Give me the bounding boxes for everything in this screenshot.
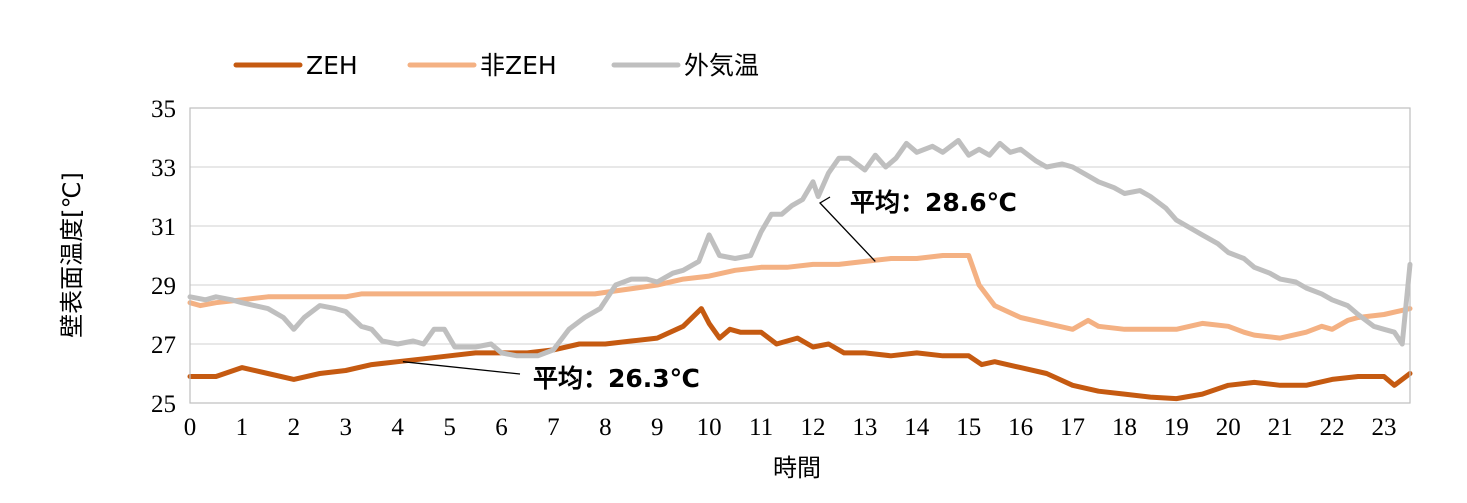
- legend: ZEH 非ZEH 外気温: [233, 51, 759, 80]
- x-tick-label: 14: [904, 414, 930, 441]
- annotation-label: 平均：26.3℃: [533, 364, 700, 393]
- y-tick-label: 27: [151, 332, 176, 359]
- y-tick-label: 35: [151, 96, 176, 123]
- x-tick-label: 13: [852, 414, 877, 441]
- annotations: 平均：26.3℃ 平均：28.6℃: [402, 188, 1017, 393]
- x-tick-label: 4: [391, 414, 404, 441]
- x-tick-label: 7: [547, 414, 560, 441]
- x-tick-label: 10: [697, 414, 722, 441]
- x-axis-title: 時間: [773, 454, 821, 482]
- x-tick-label: 22: [1320, 414, 1345, 441]
- x-tick-label: 5: [443, 414, 456, 441]
- y-tick-label: 25: [151, 391, 176, 418]
- x-tick-label: 19: [1164, 414, 1189, 441]
- x-tick-label: 1: [236, 414, 249, 441]
- x-tick-label: 21: [1268, 414, 1293, 441]
- annotation-leader-line: [402, 361, 521, 375]
- x-tick-label: 20: [1216, 414, 1241, 441]
- annotation-label: 平均：28.6℃: [850, 188, 1017, 217]
- y-tick-label: 29: [151, 273, 176, 300]
- x-tick-label: 8: [599, 414, 612, 441]
- legend-label-0: ZEH: [306, 51, 358, 80]
- x-tick-label: 0: [184, 414, 197, 441]
- x-tick-label: 11: [749, 414, 773, 441]
- series-line-1: [187, 253, 1413, 341]
- x-tick-label: 17: [1060, 414, 1085, 441]
- legend-label-1: 非ZEH: [480, 51, 557, 80]
- series-line-2: [187, 138, 1413, 359]
- x-tick-label: 9: [651, 414, 664, 441]
- x-tick-label: 6: [495, 414, 508, 441]
- series-line-0: [187, 306, 1413, 402]
- y-tick-label: 33: [151, 155, 176, 182]
- y-tick-label: 31: [151, 214, 176, 241]
- x-tick-label: 15: [956, 414, 981, 441]
- y-axis-title: 壁表面温度[℃]: [58, 172, 86, 338]
- x-tick-label: 3: [339, 414, 352, 441]
- legend-label-2: 外気温: [684, 51, 759, 80]
- annotation-leader-line: [818, 196, 876, 262]
- x-tick-label: 2: [288, 414, 301, 441]
- plot-frame: [189, 107, 1411, 404]
- gridlines: [190, 166, 1410, 345]
- x-tick-label: 18: [1112, 414, 1137, 441]
- x-tick-label: 12: [800, 414, 825, 441]
- x-tick-label: 23: [1372, 414, 1397, 441]
- x-tick-label: 16: [1008, 414, 1033, 441]
- series-lines: [187, 138, 1413, 402]
